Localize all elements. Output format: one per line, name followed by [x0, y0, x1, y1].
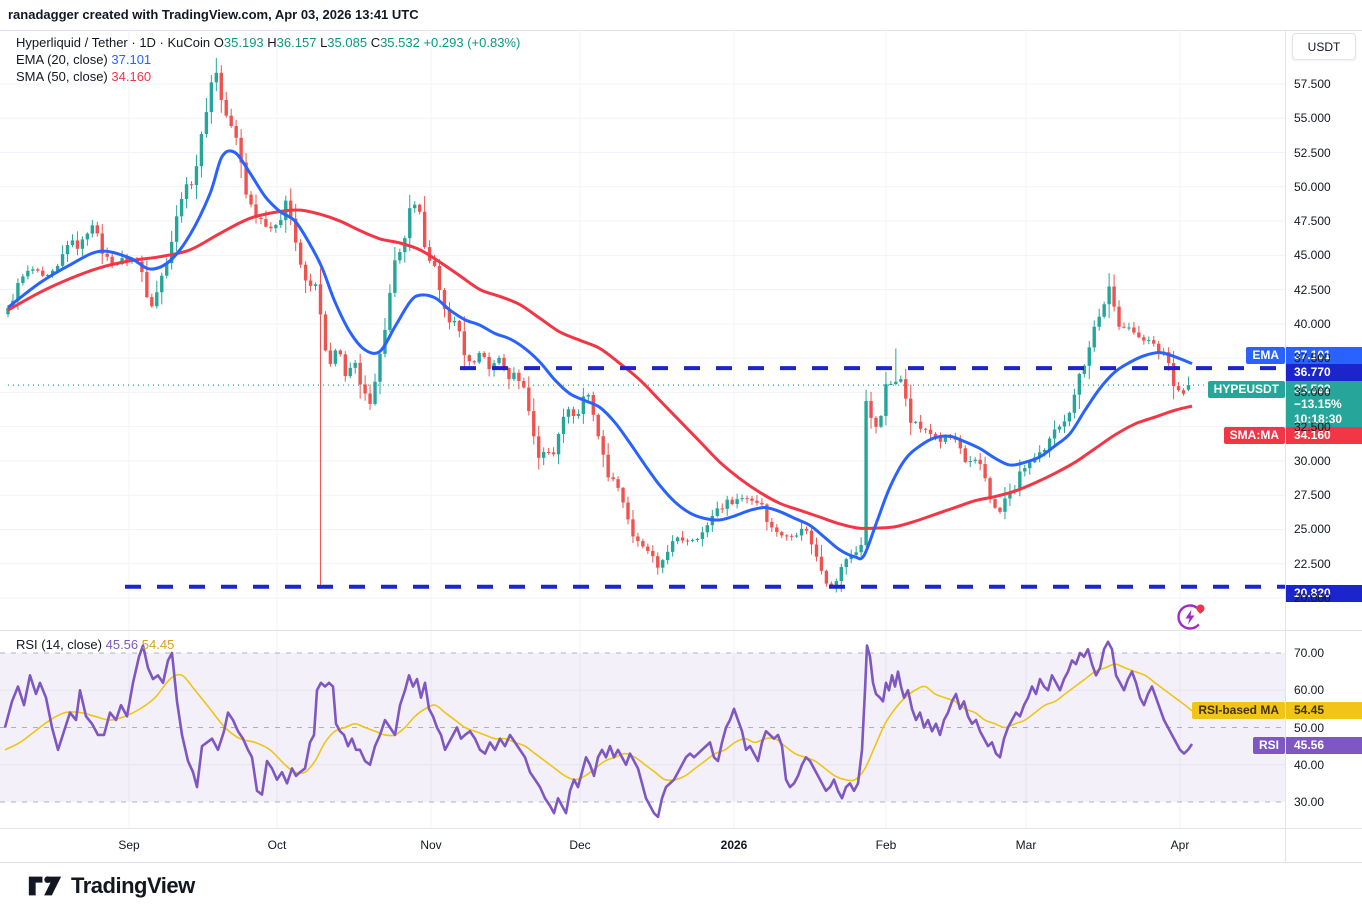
rsi-tick-label: 50.00 [1294, 720, 1325, 735]
price-tick-label: 55.000 [1294, 111, 1331, 126]
price-tick-label: 25.000 [1294, 522, 1331, 537]
time-tick-label: Apr [1170, 838, 1190, 852]
open-label: O [213, 35, 224, 50]
price-tick-label: 22.500 [1294, 556, 1331, 571]
price-tick-label: 37.500 [1294, 351, 1331, 366]
symbol-meta: · 1D · KuCoin [131, 35, 211, 50]
price-axis-separator [1285, 30, 1286, 862]
high-label: H [267, 35, 277, 50]
ema-axis-tag: EMA [1246, 347, 1285, 364]
rsi-axis-tag: RSI [1252, 737, 1285, 754]
low-label: L [320, 35, 328, 50]
change-value: +0.293 (+0.83%) [423, 35, 521, 50]
rsi-tick-label: 60.00 [1294, 683, 1325, 698]
ema-axis-value: 37.101 [1286, 347, 1362, 364]
tradingview-logo-icon [28, 876, 62, 896]
rsi-legend-row[interactable]: RSI (14, close) 45.56 54.45 [16, 637, 174, 652]
rsi-legend-label: RSI (14, close) [16, 637, 102, 652]
low-value: 35.085 [327, 35, 368, 50]
rsi-legend-value: 45.56 [105, 637, 139, 652]
sma-axis-tag: SMA:MA [1223, 427, 1285, 444]
rsi-tick-label: 70.00 [1294, 646, 1325, 660]
price-tick-label: 47.500 [1294, 214, 1331, 229]
flash-icon[interactable] [1176, 601, 1208, 633]
price-tick-label: 50.000 [1294, 179, 1331, 194]
support-axis-value: 20.820 [1286, 585, 1362, 602]
bar-countdown: 10:18:30 [1294, 412, 1343, 426]
time-tick-label: Oct [267, 838, 287, 852]
high-value: 36.157 [276, 35, 317, 50]
tradingview-logo[interactable]: TradingView [28, 873, 195, 899]
price-change-percent: −13.15% [1294, 397, 1342, 411]
time-axis-separator [0, 828, 1362, 829]
rsi-tick-label: 40.00 [1294, 757, 1325, 772]
pane-separator[interactable] [0, 630, 1362, 631]
currency-toggle-button[interactable]: USDT [1292, 33, 1356, 60]
time-tick-label: Nov [420, 838, 442, 852]
rsi-ma-axis-value: 54.45 [1286, 702, 1362, 719]
sma-legend-row[interactable]: SMA (50, close) 34.160 [16, 69, 151, 84]
rsi-ma-axis-tag: RSI-based MA [1192, 702, 1285, 719]
time-tick-label: Sep [118, 838, 140, 852]
sma-axis-value: 34.160 [1286, 427, 1362, 444]
time-tick-label: Dec [569, 838, 591, 852]
price-tick-label: 42.500 [1294, 282, 1331, 297]
price-tick-label: 30.000 [1294, 453, 1331, 468]
price-tick-label: 35.000 [1294, 385, 1331, 400]
sma-legend-label: SMA (50, close) [16, 69, 108, 84]
price-tick-label: 20.000 [1294, 591, 1331, 605]
price-tick-label: 57.500 [1294, 77, 1331, 91]
time-tick-label: Mar [1015, 838, 1037, 852]
tradingview-logo-text: TradingView [71, 873, 195, 898]
time-tick-label: Feb [875, 838, 897, 852]
close-value: 35.532 [380, 35, 420, 50]
rsi-tick-label: 30.00 [1294, 795, 1325, 809]
resistance-axis-value: 36.770 [1286, 364, 1362, 381]
open-value: 35.193 [223, 35, 264, 50]
time-tick-label: 2026 [720, 838, 748, 852]
symbol-title: Hyperliquid / Tether [16, 35, 128, 50]
ema-legend-row[interactable]: EMA (20, close) 37.101 [16, 52, 151, 67]
close-label: C [370, 35, 381, 50]
price-tick-label: 52.500 [1294, 145, 1331, 160]
symbol-legend[interactable]: Hyperliquid / Tether · 1D · KuCoin O35.1… [16, 35, 520, 50]
rsi-ma-legend-value: 54.45 [141, 637, 175, 652]
symbol-axis-tag: HYPEUSDT [1207, 381, 1285, 398]
attribution-text: ranadagger created with TradingView.com,… [8, 7, 419, 22]
price-tick-label: 40.000 [1294, 316, 1331, 331]
ema-legend-label: EMA (20, close) [16, 52, 108, 67]
sma-legend-value: 34.160 [111, 69, 152, 84]
price-tick-label: 32.500 [1294, 419, 1331, 434]
symbol-axis-block: 35.532 −13.15% 10:18:30 [1286, 381, 1362, 429]
ema-legend-value: 37.101 [111, 52, 152, 67]
last-price-value: 35.532 [1294, 382, 1331, 396]
footer-separator [0, 862, 1362, 863]
rsi-axis-value: 45.56 [1286, 737, 1362, 754]
header-divider [0, 30, 1362, 31]
price-tick-label: 27.500 [1294, 488, 1331, 503]
price-tick-label: 45.000 [1294, 248, 1331, 263]
